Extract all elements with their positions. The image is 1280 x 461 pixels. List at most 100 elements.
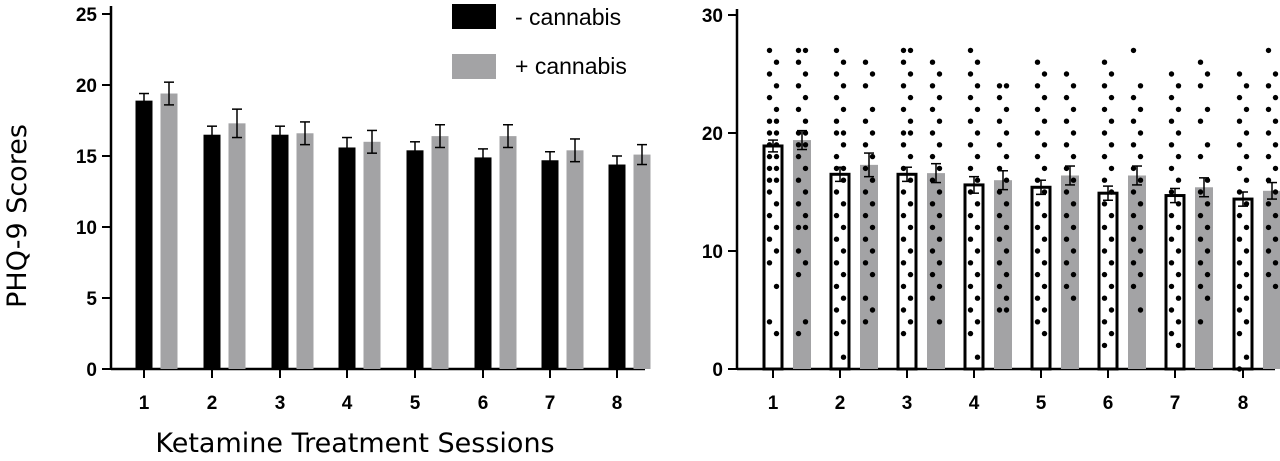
data-point	[802, 118, 809, 124]
data-point	[974, 354, 981, 360]
data-point	[795, 224, 802, 231]
data-point	[1041, 283, 1048, 290]
data-point	[1108, 330, 1115, 337]
data-point	[1272, 189, 1279, 195]
data-point	[936, 283, 943, 290]
data-point	[1034, 153, 1041, 160]
data-point	[1272, 212, 1279, 219]
bar-without-cannabis	[762, 144, 784, 371]
data-point	[1168, 142, 1175, 148]
data-point	[974, 224, 981, 231]
data-point	[1243, 177, 1250, 183]
data-point	[929, 59, 936, 65]
data-point	[1003, 201, 1010, 207]
data-point	[1168, 189, 1175, 195]
data-point	[1041, 189, 1048, 195]
data-point	[1108, 236, 1115, 242]
data-point	[1137, 307, 1144, 313]
data-point	[773, 106, 780, 113]
data-point	[1204, 142, 1211, 148]
data-point	[833, 330, 840, 337]
data-point	[1175, 177, 1182, 183]
x-axis-label: Ketamine Treatment Sessions	[155, 428, 554, 459]
data-point	[907, 319, 914, 325]
bar-without-cannabis	[1030, 185, 1052, 371]
data-point	[967, 71, 974, 77]
data-point	[1070, 106, 1077, 113]
data-point	[1041, 260, 1048, 266]
data-point	[974, 59, 981, 65]
data-point	[1265, 83, 1272, 89]
data-point	[900, 59, 907, 65]
data-point	[773, 83, 780, 89]
bar-with-cannabis	[431, 136, 449, 369]
data-point	[1265, 130, 1272, 136]
data-point	[1063, 165, 1070, 172]
data-point	[795, 142, 802, 148]
data-point	[1101, 83, 1108, 89]
data-point	[1197, 319, 1204, 325]
y-tick-label: 0	[86, 360, 97, 381]
data-point	[907, 201, 914, 207]
data-point	[773, 130, 780, 136]
data-point	[996, 189, 1003, 195]
data-point	[974, 295, 981, 301]
data-point	[766, 130, 773, 136]
x-tick-label: 7	[1170, 393, 1181, 414]
data-point	[1272, 165, 1279, 172]
bar-without-cannabis	[963, 183, 985, 371]
data-point	[1168, 165, 1175, 172]
data-point	[1063, 71, 1070, 77]
data-point	[840, 295, 847, 301]
data-point	[1108, 94, 1115, 101]
x-tick-label: 1	[139, 393, 150, 414]
data-point	[936, 260, 943, 266]
bar-without-cannabis	[338, 147, 356, 369]
data-point	[869, 130, 876, 136]
data-point	[907, 71, 914, 77]
data-point	[996, 83, 1003, 89]
bar-without-cannabis	[271, 134, 289, 369]
data-point	[773, 59, 780, 65]
data-point	[996, 260, 1003, 266]
y-tick-label: 20	[76, 76, 97, 97]
bar-with-cannabis	[566, 150, 584, 369]
data-point	[1236, 165, 1243, 172]
data-point	[929, 248, 936, 254]
bar-with-cannabis	[793, 140, 811, 369]
data-point	[869, 248, 876, 254]
right-chart: 0 10 20 30 1 2 3 4 5 6 7 8	[702, 6, 1280, 414]
data-point	[1101, 224, 1108, 231]
bar-with-cannabis	[160, 93, 178, 370]
data-point	[1101, 248, 1108, 254]
data-point	[1272, 260, 1279, 266]
data-point	[907, 130, 914, 136]
data-point	[900, 283, 907, 290]
legend: - cannabis + cannabis	[452, 4, 627, 79]
data-point	[1168, 71, 1175, 77]
data-point	[1168, 118, 1175, 124]
bar-with-cannabis	[927, 173, 945, 369]
data-point	[1003, 295, 1010, 301]
data-point	[833, 189, 840, 195]
data-point	[996, 236, 1003, 242]
data-point	[996, 283, 1003, 290]
data-point	[1101, 319, 1108, 325]
data-point	[1130, 118, 1137, 124]
data-point	[1204, 201, 1211, 207]
data-point	[833, 283, 840, 290]
data-point	[1063, 283, 1070, 290]
data-point	[1137, 177, 1144, 183]
data-point	[1168, 307, 1175, 313]
data-point	[773, 248, 780, 254]
data-point	[1243, 319, 1250, 325]
data-point	[1197, 236, 1204, 242]
y-tick-label: 10	[76, 218, 97, 239]
legend-label-with-cannabis: + cannabis	[515, 53, 627, 79]
y-tick-label: 15	[76, 147, 98, 168]
data-point	[1070, 201, 1077, 207]
data-point	[1243, 106, 1250, 113]
x-tick-label: 3	[275, 393, 286, 414]
data-point	[795, 130, 802, 136]
data-point	[936, 118, 943, 124]
